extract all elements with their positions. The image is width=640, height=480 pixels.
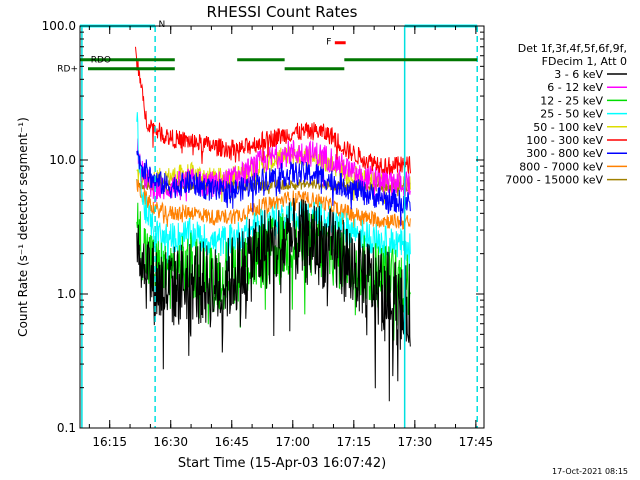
legend-label: 3 - 6 keV [554,68,603,81]
legend-label: 300 - 800 keV [526,147,603,160]
legend-label: 100 - 300 keV [526,134,603,147]
x-tick-label: 17:30 [398,435,433,449]
series-25-50-kev [136,112,411,279]
y-tick-label: 100.0 [42,19,76,33]
timestamp: 17-Oct-2021 08:15 [552,467,628,476]
legend-header-2: FDecim 1, Att 0 [542,55,627,68]
flag-label-f: F [326,38,331,48]
x-tick-label: 16:30 [153,435,188,449]
x-tick-label: 17:15 [337,435,372,449]
y-axis-label: Count Rate (s⁻¹ detector segment⁻¹) [16,117,30,337]
y-tick-label: 10.0 [49,153,76,167]
legend-label: 50 - 100 keV [533,121,603,134]
legend-label: 7000 - 15000 keV [505,174,603,187]
legend-label: 25 - 50 keV [540,108,603,121]
x-tick-label: 17:45 [459,435,494,449]
flag-label-rdo: RDO [91,56,111,66]
flag-label-rdplus: RD+ [57,65,78,75]
legend: Det 1f,3f,4f,5f,6f,9f,FDecim 1, Att 03 -… [505,42,627,187]
series-300-800-kev [136,150,411,227]
x-tick-label: 16:15 [92,435,127,449]
x-tick-label: 17:00 [275,435,310,449]
flag-bars: N F RDO RD+ [57,20,478,75]
legend-label: 6 - 12 keV [547,81,603,94]
axes: 0.1 1.0 10.0 100.0 16:15 16:30 16:45 17:00 17:15… [42,19,494,449]
flag-label-n: N [159,20,166,30]
chart-title: RHESSI Count Rates [207,3,358,21]
legend-label: 12 - 25 keV [540,94,603,107]
vertical-markers [81,26,478,428]
x-tick-label: 16:45 [214,435,249,449]
legend-header-1: Det 1f,3f,4f,5f,6f,9f, [518,42,627,55]
x-axis-label: Start Time (15-Apr-03 16:07:42) [178,456,386,471]
y-tick-label: 1.0 [57,287,76,301]
series-100-300-kev [135,46,411,175]
series-800-7000-kev [136,180,411,230]
series-layer [135,46,411,402]
legend-label: 800 - 7000 keV [519,160,603,173]
series-3-6-kev [136,197,411,402]
plot-frame [79,25,485,429]
y-tick-label: 0.1 [57,421,76,435]
